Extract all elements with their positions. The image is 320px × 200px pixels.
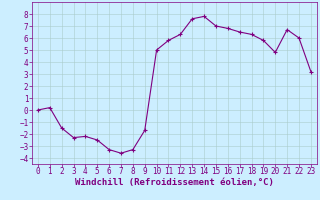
X-axis label: Windchill (Refroidissement éolien,°C): Windchill (Refroidissement éolien,°C) <box>75 178 274 187</box>
